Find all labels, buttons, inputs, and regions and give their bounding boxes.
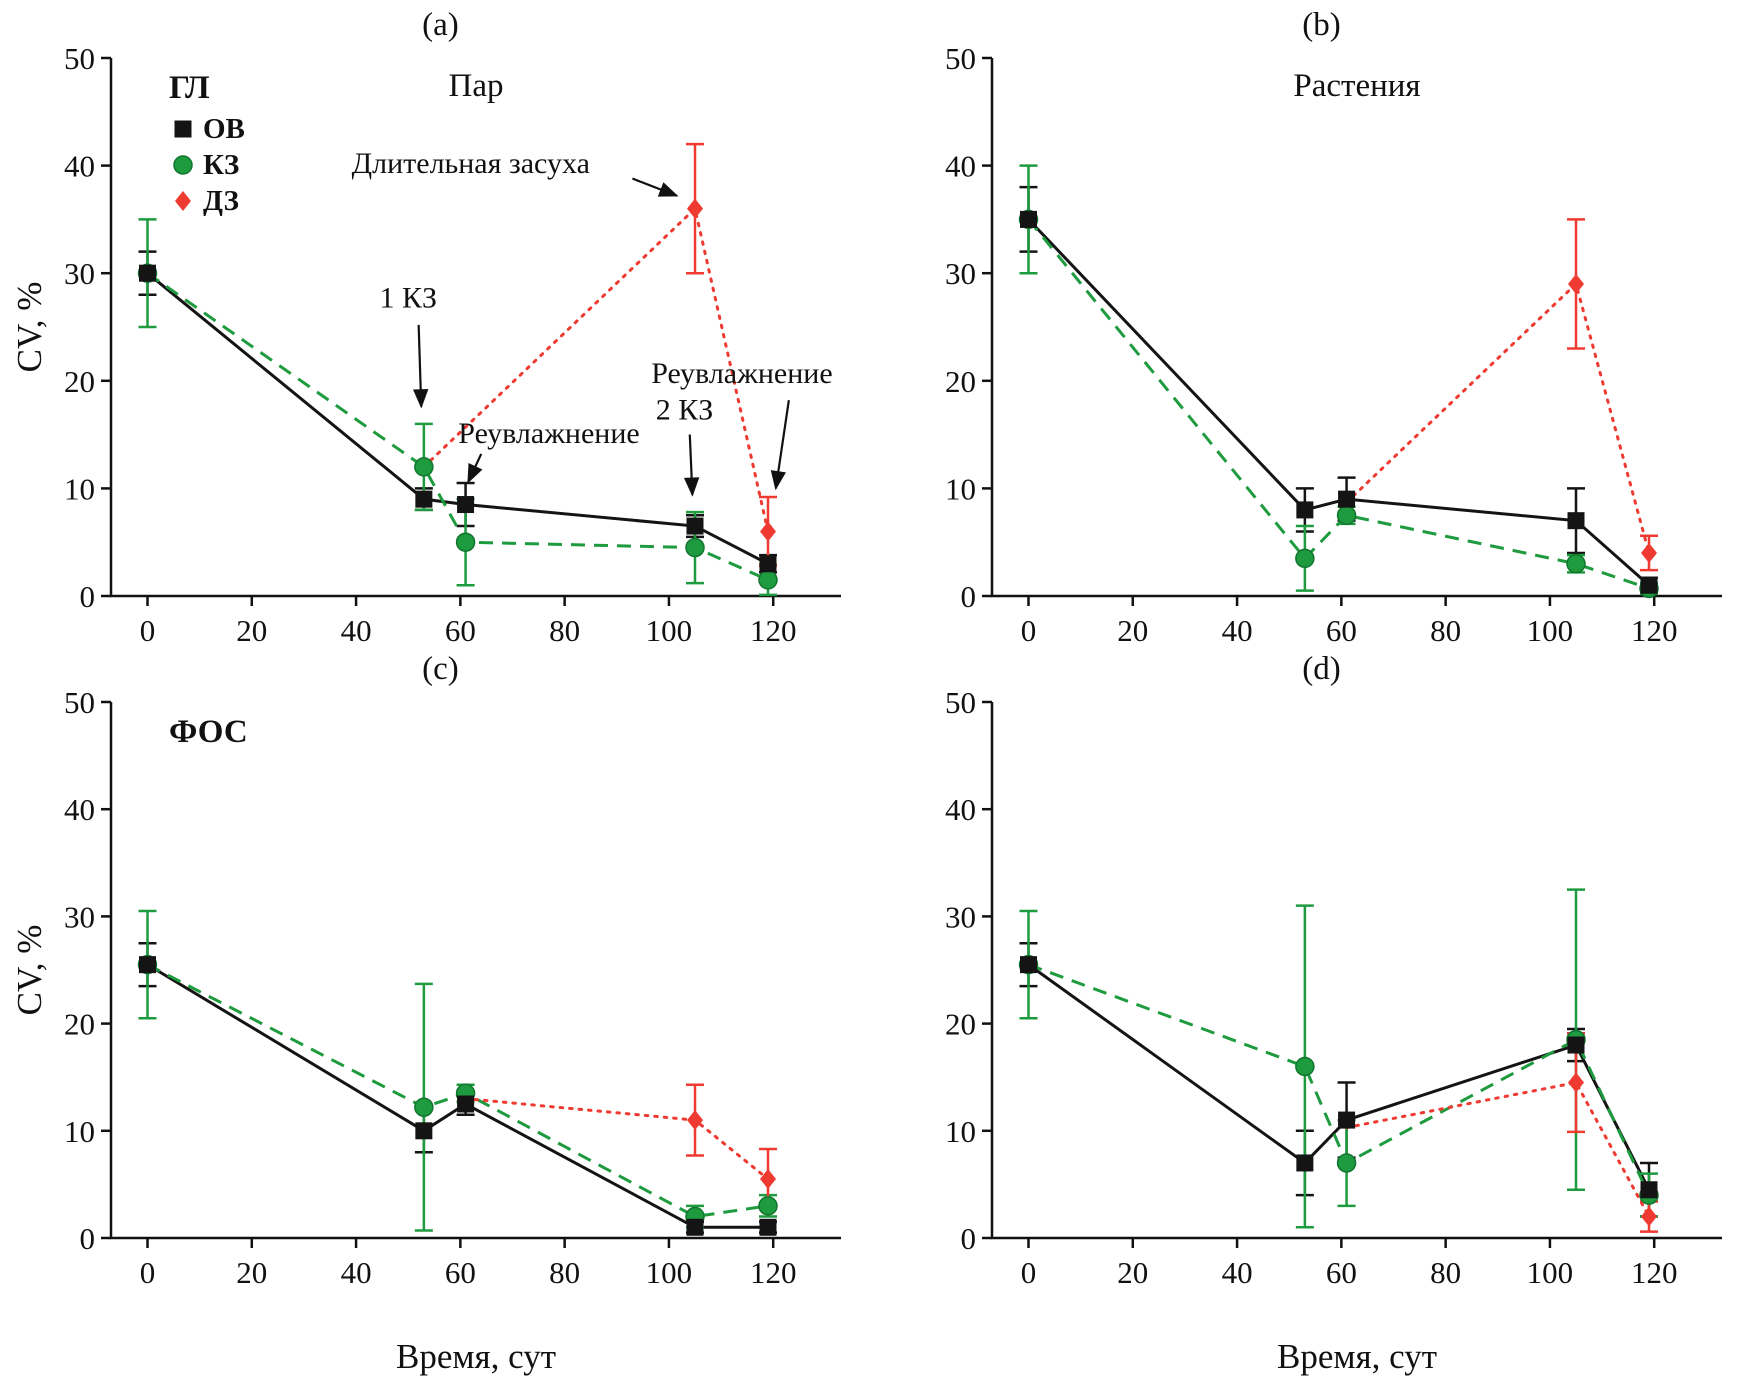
svg-text:50: 50 xyxy=(64,44,95,76)
svg-text:20: 20 xyxy=(236,1255,267,1290)
chart-b-plot: 0 10 20 30 40 50 0 20 40 60 80 100 120 Растения xyxy=(945,44,1722,644)
svg-text:30: 30 xyxy=(945,256,976,291)
chart-a-plot: 0 10 20 30 40 50 0 20 40 60 80 100 120 CV, % Пар ГЛ Длит… xyxy=(11,44,841,644)
panel-b-label: (b) xyxy=(1302,7,1341,43)
svg-text:10: 10 xyxy=(64,471,95,506)
chart-c-plot: 0 10 20 30 40 50 0 20 40 60 80 100 120 CV, % Время, су… xyxy=(11,688,841,1376)
svg-text:ДЗ: ДЗ xyxy=(203,185,239,217)
svg-text:30: 30 xyxy=(64,256,95,291)
svg-text:40: 40 xyxy=(340,613,371,644)
svg-text:120: 120 xyxy=(1630,1255,1677,1290)
svg-text:0: 0 xyxy=(79,579,95,614)
panel-a-label: (a) xyxy=(422,7,459,43)
svg-text:80: 80 xyxy=(549,1255,580,1290)
panel-c: (c) 0 10 20 30 40 50 0 20 40 60 80 100 120 CV, % Время… xyxy=(0,644,881,1388)
svg-text:120: 120 xyxy=(749,1255,796,1290)
svg-text:КЗ: КЗ xyxy=(203,149,239,181)
svg-text:ОВ: ОВ xyxy=(203,113,245,145)
svg-text:0: 0 xyxy=(139,613,155,644)
svg-text:60: 60 xyxy=(444,1255,475,1290)
svg-text:Растения: Растения xyxy=(1293,68,1420,104)
svg-text:40: 40 xyxy=(945,792,976,827)
svg-text:30: 30 xyxy=(64,899,95,934)
svg-text:40: 40 xyxy=(64,149,95,184)
svg-text:20: 20 xyxy=(1117,1255,1148,1290)
svg-text:Время, сут: Время, сут xyxy=(1277,1337,1437,1376)
svg-text:40: 40 xyxy=(340,1255,371,1290)
svg-text:20: 20 xyxy=(236,613,267,644)
svg-text:CV, %: CV, % xyxy=(11,925,49,1016)
svg-text:100: 100 xyxy=(645,613,692,644)
svg-text:Пар: Пар xyxy=(448,68,503,104)
panel-a: (a) 0 10 20 30 40 50 0 20 40 60 80 100 120 CV, % Пар ГЛ… xyxy=(0,0,881,644)
svg-text:2 КЗ: 2 КЗ xyxy=(655,394,713,427)
svg-text:50: 50 xyxy=(945,688,976,720)
svg-text:20: 20 xyxy=(64,1007,95,1042)
svg-text:20: 20 xyxy=(945,364,976,399)
svg-text:Реувлажнение: Реувлажнение xyxy=(651,357,832,390)
svg-text:0: 0 xyxy=(960,1221,976,1256)
svg-text:20: 20 xyxy=(64,364,95,399)
svg-text:0: 0 xyxy=(79,1221,95,1256)
svg-text:ФОС: ФОС xyxy=(169,714,248,750)
svg-text:80: 80 xyxy=(549,613,580,644)
panel-c-label: (c) xyxy=(422,651,459,687)
svg-text:120: 120 xyxy=(1630,613,1677,644)
svg-text:30: 30 xyxy=(945,899,976,934)
svg-text:40: 40 xyxy=(1221,613,1252,644)
svg-text:80: 80 xyxy=(1430,1255,1461,1290)
svg-text:0: 0 xyxy=(960,579,976,614)
panel-d-label: (d) xyxy=(1302,651,1341,687)
svg-text:ГЛ: ГЛ xyxy=(169,70,210,106)
svg-text:100: 100 xyxy=(1526,1255,1573,1290)
svg-text:0: 0 xyxy=(139,1255,155,1290)
svg-text:Время, сут: Время, сут xyxy=(396,1337,556,1376)
svg-text:0: 0 xyxy=(1020,613,1036,644)
svg-text:40: 40 xyxy=(945,149,976,184)
svg-text:60: 60 xyxy=(444,613,475,644)
svg-text:40: 40 xyxy=(64,792,95,827)
svg-text:100: 100 xyxy=(1526,613,1573,644)
chart-d-plot: 0 10 20 30 40 50 0 20 40 60 80 100 120 Время, сут xyxy=(945,688,1722,1376)
svg-text:10: 10 xyxy=(945,1114,976,1149)
svg-text:60: 60 xyxy=(1325,1255,1356,1290)
svg-text:1 КЗ: 1 КЗ xyxy=(379,282,437,315)
svg-text:60: 60 xyxy=(1325,613,1356,644)
panel-d: (d) 0 10 20 30 40 50 0 20 40 60 80 100 120 Время, сут xyxy=(881,644,1762,1388)
svg-text:100: 100 xyxy=(645,1255,692,1290)
svg-text:CV, %: CV, % xyxy=(11,282,49,373)
svg-text:10: 10 xyxy=(64,1114,95,1149)
svg-text:Реувлажнение: Реувлажнение xyxy=(458,417,639,450)
svg-text:10: 10 xyxy=(945,471,976,506)
svg-text:80: 80 xyxy=(1430,613,1461,644)
svg-text:20: 20 xyxy=(945,1007,976,1042)
panel-b: (b) 0 10 20 30 40 50 0 20 40 60 80 100 120 Растения xyxy=(881,0,1762,644)
svg-text:0: 0 xyxy=(1020,1255,1036,1290)
svg-text:40: 40 xyxy=(1221,1255,1252,1290)
svg-text:Длительная засуха: Длительная засуха xyxy=(351,147,589,180)
svg-text:50: 50 xyxy=(64,688,95,720)
svg-text:120: 120 xyxy=(749,613,796,644)
svg-text:20: 20 xyxy=(1117,613,1148,644)
svg-text:50: 50 xyxy=(945,44,976,76)
